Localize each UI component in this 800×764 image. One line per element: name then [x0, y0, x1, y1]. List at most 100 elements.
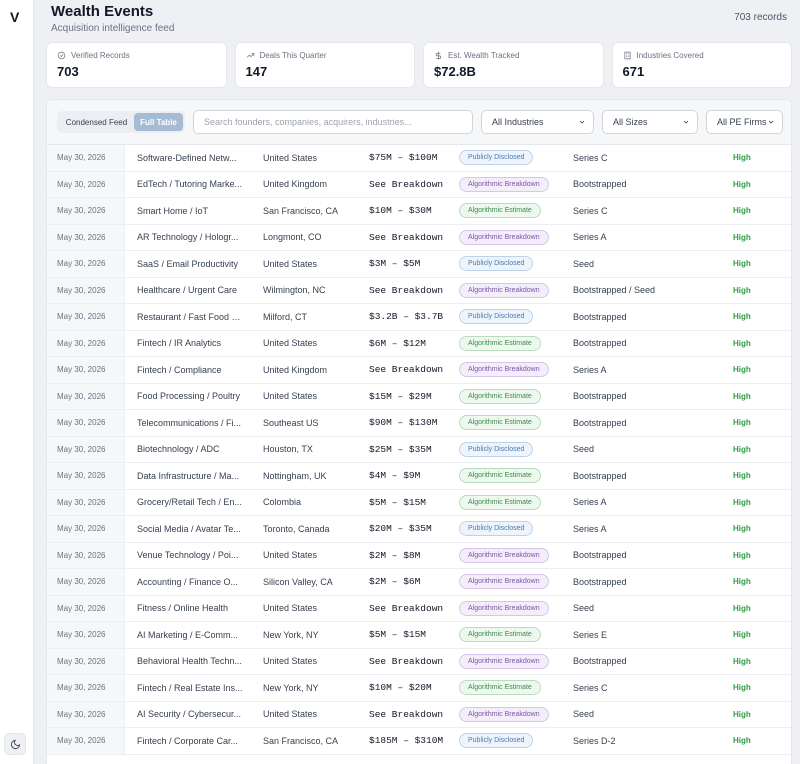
sidebar: V — [0, 0, 34, 764]
table-row[interactable]: May 30, 2026 Healthcare / Urgent Care Wilm… — [47, 277, 791, 304]
table-row[interactable]: May 30, 2026 Restaurant / Fast Food F... M… — [47, 304, 791, 331]
row-source-cell: Algorithmic Breakdown — [459, 282, 549, 298]
table-row[interactable]: May 30, 2026 SaaS / Email Productivity Uni… — [47, 251, 791, 278]
industry-select[interactable]: All Industries — [481, 110, 594, 134]
table-row[interactable]: May 30, 2026 Fitness / Online Health Unite… — [47, 595, 791, 622]
row-value: $3.2B – $3.7B — [369, 311, 444, 323]
row-industry: Restaurant / Fast Food F... — [137, 311, 243, 322]
row-confidence: High — [733, 179, 751, 189]
source-badge: Algorithmic Estimate — [459, 335, 541, 351]
size-select[interactable]: All Sizes — [602, 110, 698, 134]
row-confidence: High — [733, 365, 751, 375]
stat-card-verified: Verified Records 703 — [46, 42, 227, 88]
row-stage: Bootstrapped — [573, 179, 627, 190]
row-stage: Series C — [573, 682, 608, 693]
table-row[interactable]: May 30, 2026 Telecommunications / Fi... So… — [47, 410, 791, 437]
stat-label: Industries Covered — [636, 51, 704, 60]
condensed-feed-button[interactable]: Condensed Feed — [65, 117, 128, 127]
row-value: See Breakdown — [369, 231, 444, 243]
table-row[interactable]: May 30, 2026 Fintech / Compliance United K… — [47, 357, 791, 384]
pe-firm-select[interactable]: All PE Firms — [706, 110, 783, 134]
row-location: United Kingdom — [263, 364, 328, 375]
row-location: New York, NY — [263, 629, 319, 640]
table-row[interactable]: May 30, 2026 Accounting / Finance O... Sil… — [47, 569, 791, 596]
table-row[interactable]: May 30, 2026 AI Security / Cybersecur... U… — [47, 701, 791, 728]
app-logo[interactable]: V — [10, 9, 20, 25]
stat-value: 147 — [245, 64, 268, 79]
row-date: May 30, 2026 — [47, 251, 125, 277]
building-icon — [624, 51, 630, 60]
row-industry: Fitness / Online Health — [137, 603, 229, 614]
chevron-down-icon — [579, 120, 585, 124]
row-confidence: High — [733, 391, 751, 401]
row-value: $4M – $9M — [369, 470, 421, 482]
row-stage: Seed — [573, 709, 595, 720]
row-date: May 30, 2026 — [47, 648, 125, 674]
events-panel: Condensed Feed Full Table All Industries… — [46, 99, 792, 764]
table-row[interactable]: May 30, 2026 EdTech / Tutoring Marke... Un… — [47, 171, 791, 198]
row-stage: Series C — [573, 205, 608, 216]
row-industry: Fintech / Corporate Car... — [137, 735, 239, 746]
row-location: United States — [263, 338, 318, 349]
table-row[interactable]: May 30, 2026 Fintech / Real Estate Ins...… — [47, 675, 791, 702]
row-stage: Bootstrapped — [573, 656, 627, 667]
row-industry: AI Marketing / E-Comm... — [137, 629, 239, 640]
row-date: May 30, 2026 — [47, 595, 125, 621]
row-date: May 30, 2026 — [47, 516, 125, 542]
row-source-cell: Algorithmic Estimate — [459, 203, 541, 219]
table-row[interactable]: May 30, 2026 Data Infrastructure / Ma... N… — [47, 463, 791, 490]
table-row[interactable]: May 30, 2026 Smart Home / IoT San Francisc… — [47, 198, 791, 225]
row-source-cell: Publicly Disclosed — [459, 309, 534, 325]
source-badge: Algorithmic Breakdown — [459, 229, 549, 245]
source-badge: Publicly Disclosed — [459, 256, 534, 272]
row-date: May 30, 2026 — [47, 701, 125, 727]
source-badge: Publicly Disclosed — [459, 521, 534, 537]
stat-label: Deals This Quarter — [259, 51, 327, 60]
row-location: Southeast US — [263, 417, 319, 428]
row-stage: Series E — [573, 629, 608, 640]
row-value: See Breakdown — [369, 364, 444, 376]
table-row[interactable]: May 30, 2026 AR Technology / Hologr... Lon… — [47, 224, 791, 251]
page-title: Wealth Events — [51, 3, 154, 20]
table-row[interactable]: May 30, 2026 AI Marketing / E-Comm... New … — [47, 622, 791, 649]
row-stage: Seed — [573, 603, 595, 614]
table-row[interactable]: May 30, 2026 Food Processing / Poultry Uni… — [47, 383, 791, 410]
row-value: $10M – $20M — [369, 682, 432, 694]
table-row[interactable]: May 30, 2026 Fintech / IR Analytics United… — [47, 330, 791, 357]
row-date: May 30, 2026 — [47, 357, 125, 383]
row-industry: Telecommunications / Fi... — [137, 417, 242, 428]
row-value: $5M – $15M — [369, 496, 427, 508]
full-table-button[interactable]: Full Table — [134, 113, 183, 131]
stat-value: $72.8B — [434, 64, 476, 79]
search-input[interactable] — [193, 110, 473, 134]
table-row[interactable]: May 30, 2026 Behavioral Health Techn... Un… — [47, 648, 791, 675]
row-value: $5M – $15M — [369, 629, 427, 641]
row-stage: Bootstrapped — [573, 550, 627, 561]
row-date: May 30, 2026 — [47, 728, 125, 754]
row-location: Wilmington, NC — [263, 285, 326, 296]
row-industry: Accounting / Finance O... — [137, 576, 239, 587]
table-row[interactable]: May 30, 2026 Grocery/Retail Tech / En... C… — [47, 489, 791, 516]
source-badge: Publicly Disclosed — [459, 441, 534, 457]
row-industry: Healthcare / Urgent Care — [137, 285, 238, 296]
row-date: May 30, 2026 — [47, 463, 125, 489]
row-stage: Series A — [573, 523, 607, 534]
row-location: Nottingham, UK — [263, 470, 327, 481]
table-row[interactable]: May 30, 2026 Venue Technology / Poi... Uni… — [47, 542, 791, 569]
row-date: May 30, 2026 — [47, 198, 125, 224]
row-confidence: High — [733, 206, 751, 216]
row-stage: Series A — [573, 364, 607, 375]
table-row[interactable]: May 30, 2026 Social Media / Avatar Te... T… — [47, 516, 791, 543]
row-value: $25M – $35M — [369, 443, 432, 455]
row-stage: Series A — [573, 497, 607, 508]
page-header: Wealth Events Acquisition intelligence f… — [51, 3, 791, 34]
table-row[interactable]: May 30, 2026 Software-Defined Netw... Unit… — [47, 145, 791, 172]
table-row[interactable]: May 30, 2026 Biotechnology / ADC Houston, … — [47, 436, 791, 463]
row-value: See Breakdown — [369, 708, 444, 720]
row-location: United States — [263, 603, 318, 614]
row-industry: Fintech / Compliance — [137, 364, 222, 375]
theme-toggle-button[interactable] — [4, 733, 26, 755]
row-source-cell: Publicly Disclosed — [459, 150, 534, 166]
row-industry: Fintech / IR Analytics — [137, 338, 222, 349]
table-row[interactable]: May 30, 2026 Fintech / Corporate Car... Sa… — [47, 728, 791, 755]
